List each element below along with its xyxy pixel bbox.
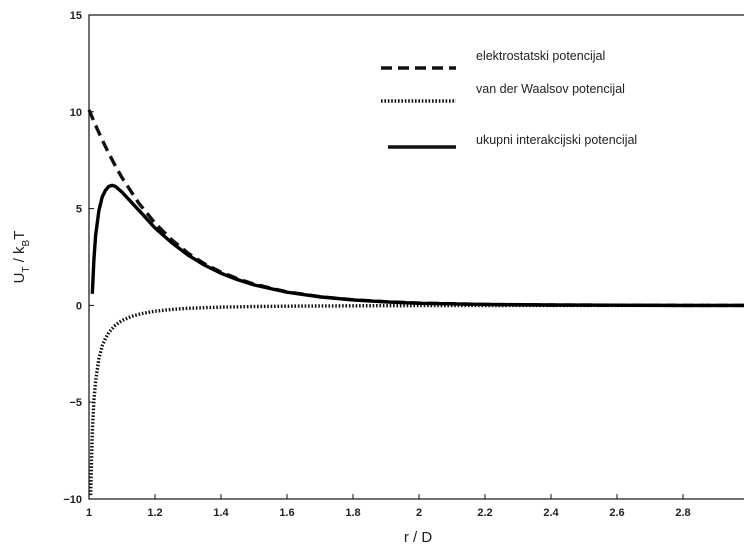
y-tick-label: 0: [76, 300, 82, 312]
y-tick-label: 15: [70, 10, 82, 22]
svg-text:UT / kBT: UT / kBT: [11, 231, 32, 284]
x-tick-label: 2: [416, 507, 422, 519]
y-axis-label-sub: T: [21, 266, 32, 272]
x-tick-label: 1.6: [279, 507, 294, 519]
series-line-1: [88, 303, 744, 496]
y-axis-label-mid: / k: [11, 246, 28, 267]
x-tick-label: 1.2: [147, 507, 162, 519]
x-tick-label: 1.4: [213, 507, 229, 519]
y-axis-label-end: T: [11, 231, 28, 240]
y-axis-label-main: U: [11, 273, 28, 284]
y-axis-label: UT / kBT: [11, 231, 32, 284]
x-tick-label: 1.8: [345, 507, 360, 519]
legend: elektrostatski potencijal van der Waalsov…: [381, 49, 637, 149]
y-tick-label: −5: [69, 397, 82, 409]
legend-label-2: ukupni interakcijski potencijal: [476, 133, 637, 147]
y-tick-label: 10: [70, 107, 82, 119]
y-tick-label: 5: [76, 204, 82, 216]
legend-label-0: elektrostatski potencijal: [476, 49, 605, 63]
x-axis-label: r / D: [404, 529, 432, 546]
x-tick-label: 2.8: [675, 507, 690, 519]
x-tick-label: 2.4: [543, 507, 559, 519]
x-tick-label: 1: [86, 507, 92, 519]
x-tick-label: 2.2: [477, 507, 492, 519]
legend-label-1: van der Waalsov potencijal: [476, 82, 625, 96]
y-tick-label: −10: [63, 494, 82, 506]
series-line-0: [87, 109, 744, 308]
x-tick-label: 2.6: [609, 507, 624, 519]
series-layer: [87, 109, 744, 496]
series-line-2: [90, 183, 744, 308]
plot-frame: [88, 14, 744, 500]
y-axis-label-sub2: B: [21, 239, 32, 246]
